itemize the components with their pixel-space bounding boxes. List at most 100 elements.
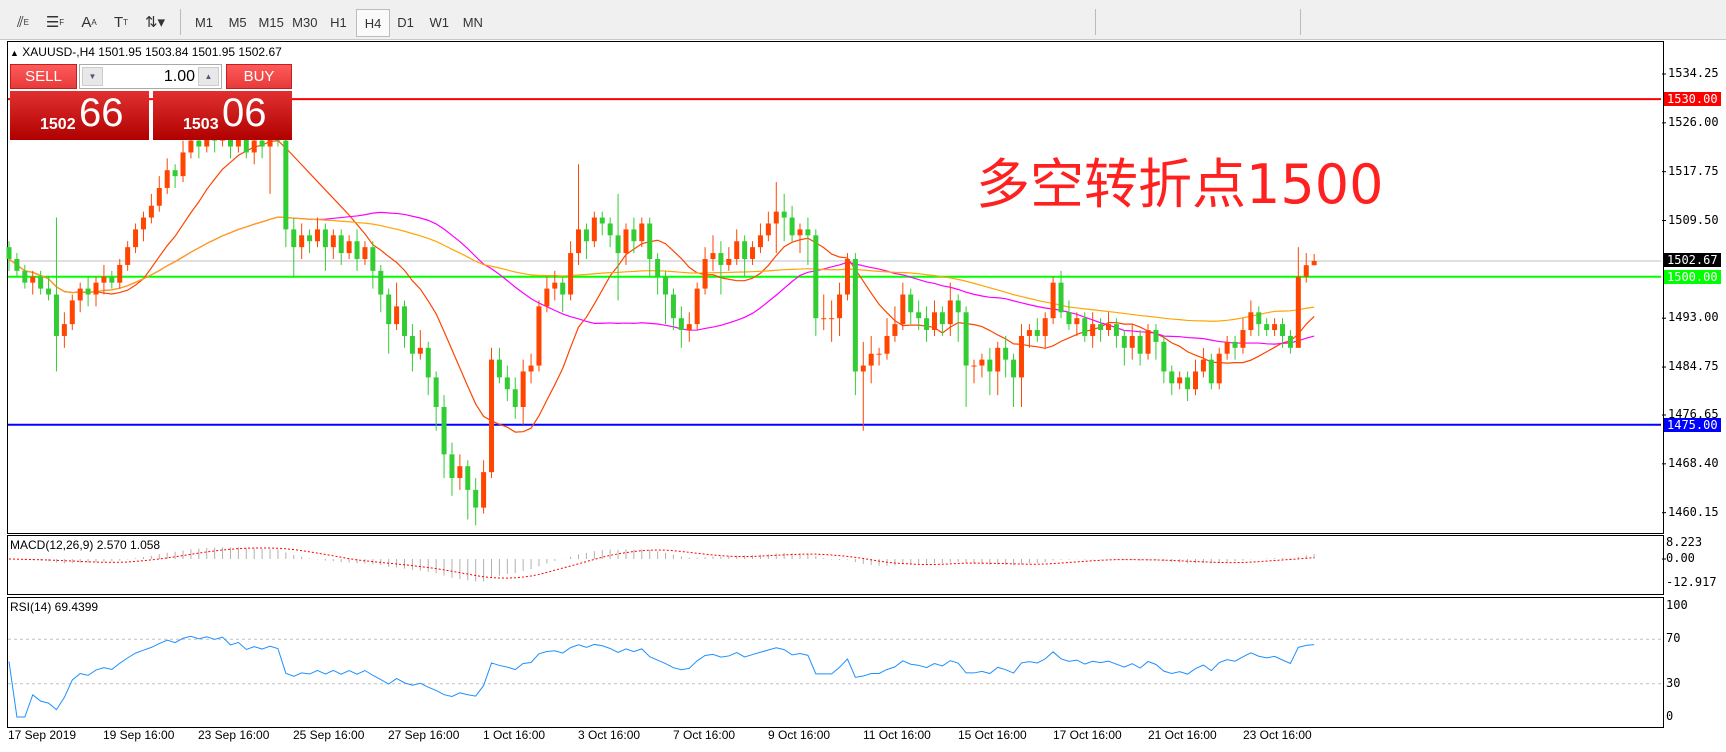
bear-candle [852, 259, 858, 372]
elliott-wave-icon[interactable]: ⫽ E [16, 13, 30, 31]
symbol-ohlc: XAUUSD-,H4 1501.95 1503.84 1501.95 1502.… [22, 45, 282, 59]
rsi-panel[interactable] [7, 597, 1664, 728]
bull-candle [417, 347, 423, 354]
bear-candle [742, 241, 748, 259]
bull-candle [1193, 371, 1198, 390]
rsi-line [8, 635, 1315, 718]
arrows-dropdown-icon[interactable]: ⇅▾ [144, 14, 166, 31]
sell-price-button[interactable]: 1502 66 [10, 91, 149, 140]
bear-candle [259, 140, 265, 147]
bull-candle [528, 365, 534, 372]
chart-annotation-text[interactable]: 多空转折点1500 [976, 153, 1384, 216]
sell-button[interactable]: SELL [10, 64, 77, 89]
ma-slow-line [8, 216, 1315, 322]
bear-candle [354, 241, 360, 259]
lot-value[interactable]: 1.00 [163, 68, 195, 85]
bull-candle [979, 359, 985, 366]
bull-candle [299, 235, 305, 248]
timeframe-mn-button[interactable]: MN [462, 14, 483, 30]
bear-candle [560, 282, 566, 295]
bear-candle [670, 294, 676, 319]
bull-candle [235, 134, 241, 147]
macd-tick-label: 8.223 [1666, 535, 1703, 549]
chart-toolbar: ⫽ E ☰ F A A T T ⇅▾ M1 M5 M15 M30 H1 H4 D1 W1 MN [0, 5, 1726, 40]
date-axis-label: 15 Oct 16:00 [958, 728, 1027, 742]
timeframe-m15-button[interactable]: M15 [258, 14, 284, 30]
bear-candle [53, 294, 59, 336]
lot-size-input[interactable]: ▼ 1.00 ▲ [79, 64, 222, 89]
bear-candle [172, 170, 178, 177]
price-tick-label: 1534.25 [1668, 66, 1719, 80]
bull-candle [868, 353, 874, 366]
bear-candle [425, 347, 431, 378]
bull-candle [125, 247, 131, 265]
bull-candle [884, 335, 890, 354]
bear-candle [607, 223, 613, 236]
bear-candle [283, 140, 289, 230]
chart-header: ▲ XAUUSD-,H4 1501.95 1503.84 1501.95 150… [10, 45, 282, 59]
timeframe-h1-button[interactable]: H1 [330, 14, 347, 30]
bear-candle [987, 359, 993, 372]
price-tick-label: 1517.75 [1668, 163, 1719, 178]
timeframe-w1-button[interactable]: W1 [429, 14, 449, 30]
bear-candle [1153, 330, 1159, 342]
timeframe-h4-button[interactable]: H4 [356, 9, 390, 37]
lot-decrease-icon[interactable]: ▼ [82, 67, 103, 86]
bear-candle [441, 407, 447, 455]
timeframe-m30-button[interactable]: M30 [292, 14, 318, 30]
bear-candle [1287, 335, 1293, 348]
triangle-up-icon[interactable]: ▲ [10, 48, 19, 58]
ask-price-major: 1503 [183, 116, 219, 133]
rsi-tick-label: 30 [1666, 675, 1681, 690]
bull-candle [1074, 318, 1080, 325]
date-axis-label: 21 Oct 16:00 [1148, 728, 1217, 742]
toolbar-separator [1095, 9, 1096, 35]
bear-candle [1121, 335, 1127, 348]
price-tick-label: 1460.15 [1668, 504, 1719, 519]
bull-candle [552, 282, 558, 289]
bear-candle [1256, 312, 1262, 325]
bear-candle [402, 306, 407, 336]
buy-button[interactable]: BUY [226, 64, 292, 89]
bear-candle [14, 259, 20, 271]
bear-candle [1264, 324, 1270, 331]
timeframe-m5-button[interactable]: M5 [228, 14, 247, 30]
bear-candle [1082, 318, 1088, 336]
lot-increase-icon[interactable]: ▲ [198, 67, 219, 86]
bull-candle [1200, 359, 1206, 372]
bull-candle [876, 353, 882, 355]
toolbar-separator [1300, 9, 1301, 35]
bear-candle [409, 335, 415, 354]
bull-candle [821, 318, 827, 320]
bull-candle [623, 229, 629, 254]
bear-candle [243, 134, 249, 153]
bull-candle [1018, 335, 1024, 378]
bull-candle [520, 371, 526, 407]
bear-candle [615, 235, 621, 254]
macd-panel[interactable] [7, 535, 1664, 595]
bear-candle [963, 312, 969, 366]
timeframe-d1-button[interactable]: D1 [397, 14, 414, 30]
date-axis-label: 7 Oct 16:00 [673, 728, 736, 742]
bear-candle [1034, 330, 1040, 336]
bear-candle [504, 377, 510, 390]
bull-candle [1224, 341, 1230, 354]
bull-candle [180, 152, 186, 177]
bull-candle [251, 140, 257, 153]
bull-candle [77, 288, 83, 301]
date-axis-label: 25 Sep 16:00 [293, 728, 365, 742]
bull-candle [750, 247, 756, 259]
bull-candle [931, 312, 937, 331]
timeframe-m1-button[interactable]: M1 [194, 14, 214, 30]
fibonacci-icon[interactable]: ☰ F [45, 14, 65, 31]
bull-candle [481, 472, 487, 508]
bear-candle [465, 466, 471, 490]
bull-candle [101, 276, 107, 283]
bull-candle [93, 282, 99, 295]
buy-price-button[interactable]: 1503 06 [153, 91, 292, 140]
bull-candle [148, 205, 154, 218]
bear-candle [663, 276, 669, 295]
